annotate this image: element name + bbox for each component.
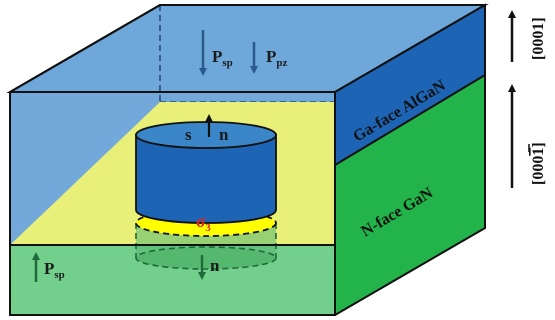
gan-right-face bbox=[335, 75, 485, 315]
cylinder-upper-body bbox=[135, 134, 277, 224]
ppz-top-label: Ppz bbox=[266, 47, 288, 69]
dir-lower-label: [0001] bbox=[528, 142, 547, 185]
algan-right-face bbox=[335, 5, 485, 165]
psp-bottom-label: Psp bbox=[44, 259, 65, 281]
box-outline-right bbox=[334, 3, 486, 316]
n-top-label: n bbox=[219, 125, 229, 144]
sigma-label: σ3 bbox=[196, 212, 211, 234]
s-label: s bbox=[185, 125, 192, 144]
n-bottom-label: n bbox=[210, 256, 220, 275]
cylinder-top bbox=[135, 121, 277, 149]
dir-upper-label: [0001] bbox=[530, 17, 547, 60]
box-interface-line-right bbox=[334, 74, 486, 166]
overbar-digit: 1 bbox=[530, 148, 547, 156]
box-top-left bbox=[9, 4, 161, 93]
psp-top-label: Psp bbox=[212, 47, 233, 69]
cylinder-lower-bottom bbox=[135, 246, 277, 270]
svg-text:[0001]: [0001] bbox=[530, 142, 547, 185]
